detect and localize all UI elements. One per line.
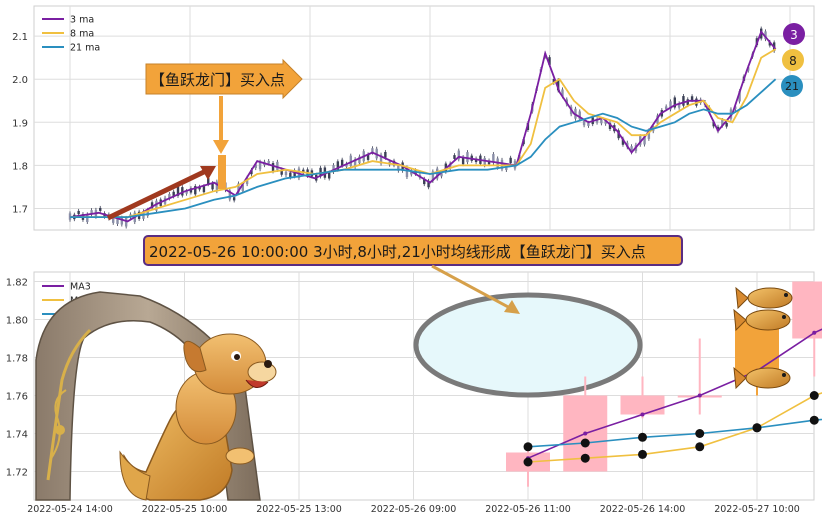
top-candle (691, 96, 693, 100)
top-candle (268, 161, 270, 164)
top-candle (285, 172, 287, 175)
bottom-point-ma21 (638, 433, 647, 442)
bottom-y-tick-label: 1.76 (6, 392, 28, 403)
top-y-tick-label: 2.0 (12, 75, 28, 86)
top-y-tick-label: 1.8 (12, 161, 28, 172)
top-y-tick-label: 2.1 (12, 32, 28, 43)
top-y-tick-label: 1.7 (12, 204, 28, 215)
bottom-y-ticks: 1.72 1.74 1.76 1.78 1.80 1.82 (6, 278, 28, 479)
bottom-y-tick-label: 1.82 (6, 278, 28, 289)
top-candle (384, 152, 386, 158)
top-candle (350, 156, 352, 166)
bottom-point-ma8 (695, 442, 704, 451)
bottom-x-tick-label: 2022-05-27 10:00 (714, 504, 800, 515)
bottom-x-tick-label: 2022-05-26 09:00 (371, 504, 457, 515)
banner: 2022-05-26 10:00:00 3小时,8小时,21小时均线形成【鱼跃龙… (144, 236, 682, 265)
top-legend-label: 3 ma (70, 15, 94, 26)
highlight-candle (218, 155, 226, 189)
bottom-x-tick-label: 2022-05-26 11:00 (485, 504, 571, 515)
bottom-y-tick-label: 1.78 (6, 354, 28, 365)
top-panel: 1.7 1.8 1.9 2.0 2.1 3 ma 8 ma 21 ma 【鱼跃龙门】买入点 (12, 6, 814, 230)
top-candle (272, 163, 274, 171)
bottom-point-ma21 (753, 423, 762, 432)
top-candle (77, 211, 79, 214)
bottom-y-tick-label: 1.72 (6, 468, 28, 479)
top-candle (328, 173, 330, 179)
badge-21-text: 21 (785, 80, 799, 93)
top-y-tick-label: 1.9 (12, 118, 28, 129)
top-candle (99, 208, 101, 211)
top-candle (276, 162, 278, 170)
top-candle (725, 123, 727, 127)
top-candle (509, 158, 511, 163)
banner-text: 2022-05-26 10:00:00 3小时,8小时,21小时均线形成【鱼跃龙… (149, 243, 646, 261)
bottom-y-tick-label: 1.80 (6, 316, 28, 327)
bottom-candle (621, 396, 665, 415)
bottom-point-ma21 (695, 429, 704, 438)
bottom-y-tick-label: 1.74 (6, 430, 28, 441)
bottom-x-ticks: 2022-05-24 14:00 2022-05-25 10:00 2022-05-… (27, 504, 800, 515)
top-y-ticks: 1.7 1.8 1.9 2.0 2.1 (12, 32, 28, 215)
top-candle (233, 197, 235, 200)
bottom-legend-label: MA3 (70, 282, 91, 293)
bottom-point-ma8 (581, 454, 590, 463)
bottom-candle (792, 282, 822, 339)
bottom-point-ma21 (524, 442, 533, 451)
bottom-panel: 1.72 1.74 1.76 1.78 1.80 1.82 2022-05-24 14:0… (6, 266, 822, 515)
badge-21: 21 (781, 75, 803, 97)
top-candle (453, 155, 455, 159)
badge-8: 8 (782, 49, 804, 71)
bottom-point-ma3 (583, 432, 587, 436)
bottom-point-ma21 (581, 439, 590, 448)
badge-8-text: 8 (789, 54, 797, 68)
bottom-x-tick-label: 2022-05-26 14:00 (600, 504, 686, 515)
top-candle (203, 186, 205, 192)
bottom-point-ma8 (524, 458, 533, 467)
bottom-point-ma3 (812, 331, 816, 335)
badge-3-text: 3 (790, 28, 798, 42)
bottom-x-tick-label: 2022-05-25 13:00 (256, 504, 342, 515)
bottom-point-ma3 (641, 413, 645, 417)
bottom-point-ma21 (810, 416, 819, 425)
zoom-ellipse (416, 295, 640, 395)
arrow-callout: 【鱼跃龙门】买入点 (146, 60, 302, 98)
badge-3: 3 (783, 23, 805, 45)
bottom-point-ma8 (810, 391, 819, 400)
top-legend-label: 8 ma (70, 29, 94, 40)
top-candle (125, 218, 127, 227)
top-candle (600, 120, 602, 124)
top-legend-label: 21 ma (70, 43, 100, 54)
bottom-x-tick-label: 2022-05-24 14:00 (27, 504, 113, 515)
bottom-x-tick-label: 2022-05-25 10:00 (142, 504, 228, 515)
arrow-label: 【鱼跃龙门】买入点 (150, 71, 285, 89)
bottom-point-ma3 (698, 394, 702, 398)
top-candle (583, 121, 585, 125)
bottom-point-ma8 (638, 450, 647, 459)
top-candle (682, 96, 684, 106)
top-candle (587, 123, 589, 126)
